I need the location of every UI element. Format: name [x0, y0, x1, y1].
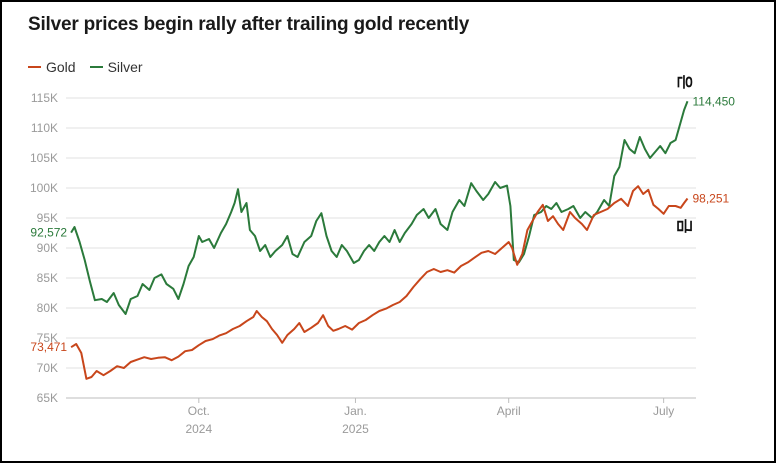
y-tick-label: 105K — [30, 151, 58, 165]
chart-title: Silver prices begin rally after trailing… — [28, 14, 470, 35]
legend-swatch-silver — [89, 66, 103, 68]
x-tick-label: July — [653, 404, 674, 418]
y-tick-label: 90K — [37, 241, 58, 255]
x-tick-sublabel: 2025 — [342, 422, 369, 436]
legend-item-gold: Gold — [28, 59, 76, 75]
legend-swatch-gold — [28, 66, 41, 68]
y-tick-label: 115K — [31, 91, 58, 105]
legend-label-gold: Gold — [46, 59, 76, 75]
y-tick-label: 65K — [37, 391, 58, 405]
legend-item-silver: Silver — [89, 59, 143, 75]
series-line-silver — [70, 100, 689, 315]
silver-start-label: 92,572 — [30, 226, 67, 240]
silver-end-label: 114,450 — [692, 94, 735, 108]
y-tick-label: 110K — [31, 121, 58, 135]
y-tick-label: 100K — [30, 181, 58, 195]
y-tick-label: 70K — [37, 361, 58, 375]
gold-start-label: 73,471 — [30, 340, 67, 354]
y-tick-label: 75K — [37, 331, 58, 345]
y-tick-label: 85K — [37, 271, 58, 285]
x-tick-label: Oct. — [188, 404, 210, 418]
gold-annotation-glyph: 금 — [675, 219, 694, 234]
x-tick-sublabel: 2024 — [185, 422, 212, 436]
chart-legend: Gold Silver — [28, 59, 143, 75]
silver-annotation-glyph: 은 — [675, 75, 694, 90]
x-tick-label: Jan. — [344, 404, 367, 418]
x-tick-label: April — [497, 404, 521, 418]
y-tick-label: 80K — [37, 301, 58, 315]
y-tick-label: 95K — [37, 211, 58, 225]
series-line-gold — [70, 185, 689, 380]
gold-end-label: 98,251 — [692, 191, 729, 205]
legend-label-silver: Silver — [107, 59, 143, 75]
